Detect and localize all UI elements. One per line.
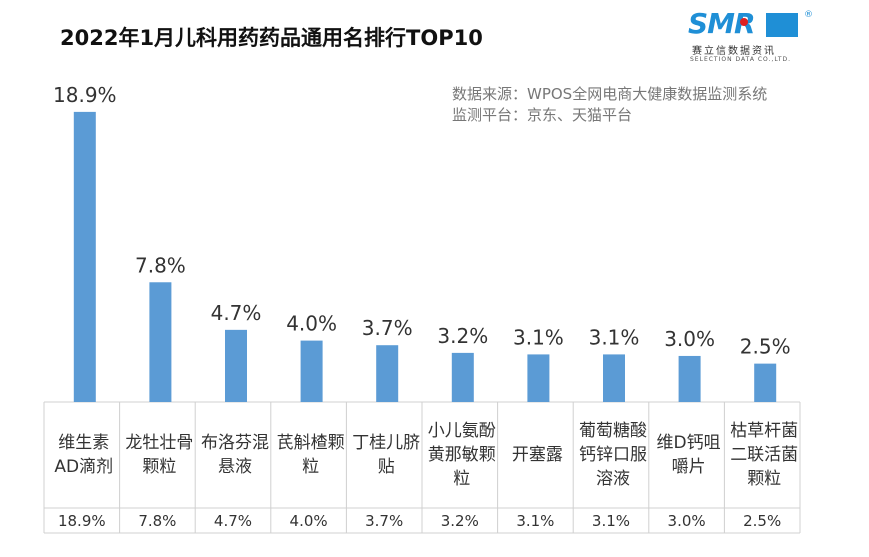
category-label: 枯草杆菌二联活菌颗粒	[730, 421, 799, 489]
platform-line: 监测平台：京东、天猫平台	[452, 106, 633, 124]
smr-logo: SMR ® 赛立信数据资讯 SELECTION DATA CO.,LTD.	[688, 7, 813, 64]
data-label: 3.2%	[437, 324, 488, 348]
table-value: 4.7%	[213, 511, 253, 530]
bar	[678, 355, 701, 402]
category-label: 丁桂儿脐贴	[352, 433, 421, 477]
table-value: 7.8%	[138, 511, 177, 530]
table-value: 18.9%	[57, 511, 106, 530]
bar	[73, 111, 96, 402]
bar	[149, 282, 172, 402]
category-label: 维生素AD滴剂	[54, 433, 114, 477]
data-label: 3.0%	[664, 327, 715, 351]
data-label: 3.7%	[362, 316, 413, 340]
data-label: 4.0%	[286, 312, 337, 336]
source-note: 数据来源：WPOS全网电商大健康数据监测系统 监测平台：京东、天猫平台	[452, 84, 767, 126]
table-value: 3.0%	[667, 511, 706, 530]
source-line: 数据来源：WPOS全网电商大健康数据监测系统	[452, 85, 768, 103]
category-label: 布洛芬混悬液	[200, 433, 269, 477]
table-value: 4.0%	[289, 511, 328, 530]
table-value: 3.1%	[516, 511, 555, 530]
data-label: 4.7%	[211, 301, 262, 325]
table-value: 3.1%	[591, 511, 631, 530]
bar	[754, 363, 777, 402]
data-label: 2.5%	[740, 335, 791, 359]
data-label: 18.9%	[53, 83, 117, 107]
category-label: 葡萄糖酸钙锌口服溶液	[578, 421, 647, 489]
bar	[451, 352, 474, 402]
data-label: 3.1%	[513, 325, 564, 349]
bar	[527, 354, 550, 402]
table-value: 3.2%	[440, 511, 479, 530]
category-label: 芪斛楂颗粒	[276, 433, 345, 477]
table-value: 2.5%	[743, 511, 782, 530]
data-label: 3.1%	[589, 325, 640, 349]
bar	[603, 354, 625, 402]
category-label: 龙牡壮骨颗粒	[125, 433, 194, 477]
bar	[225, 329, 247, 402]
category-label: 开塞露	[511, 445, 563, 465]
table-value: 3.7%	[365, 511, 404, 530]
category-label: 维D钙咀嚼片	[656, 433, 721, 477]
data-label: 7.8%	[135, 253, 186, 277]
bar	[300, 340, 323, 402]
bar	[376, 345, 399, 402]
category-label: 小儿氨酚黄那敏颗粒	[427, 421, 496, 489]
chart-title: 2022年1月儿科用药药品通用名排行TOP10	[60, 26, 483, 50]
